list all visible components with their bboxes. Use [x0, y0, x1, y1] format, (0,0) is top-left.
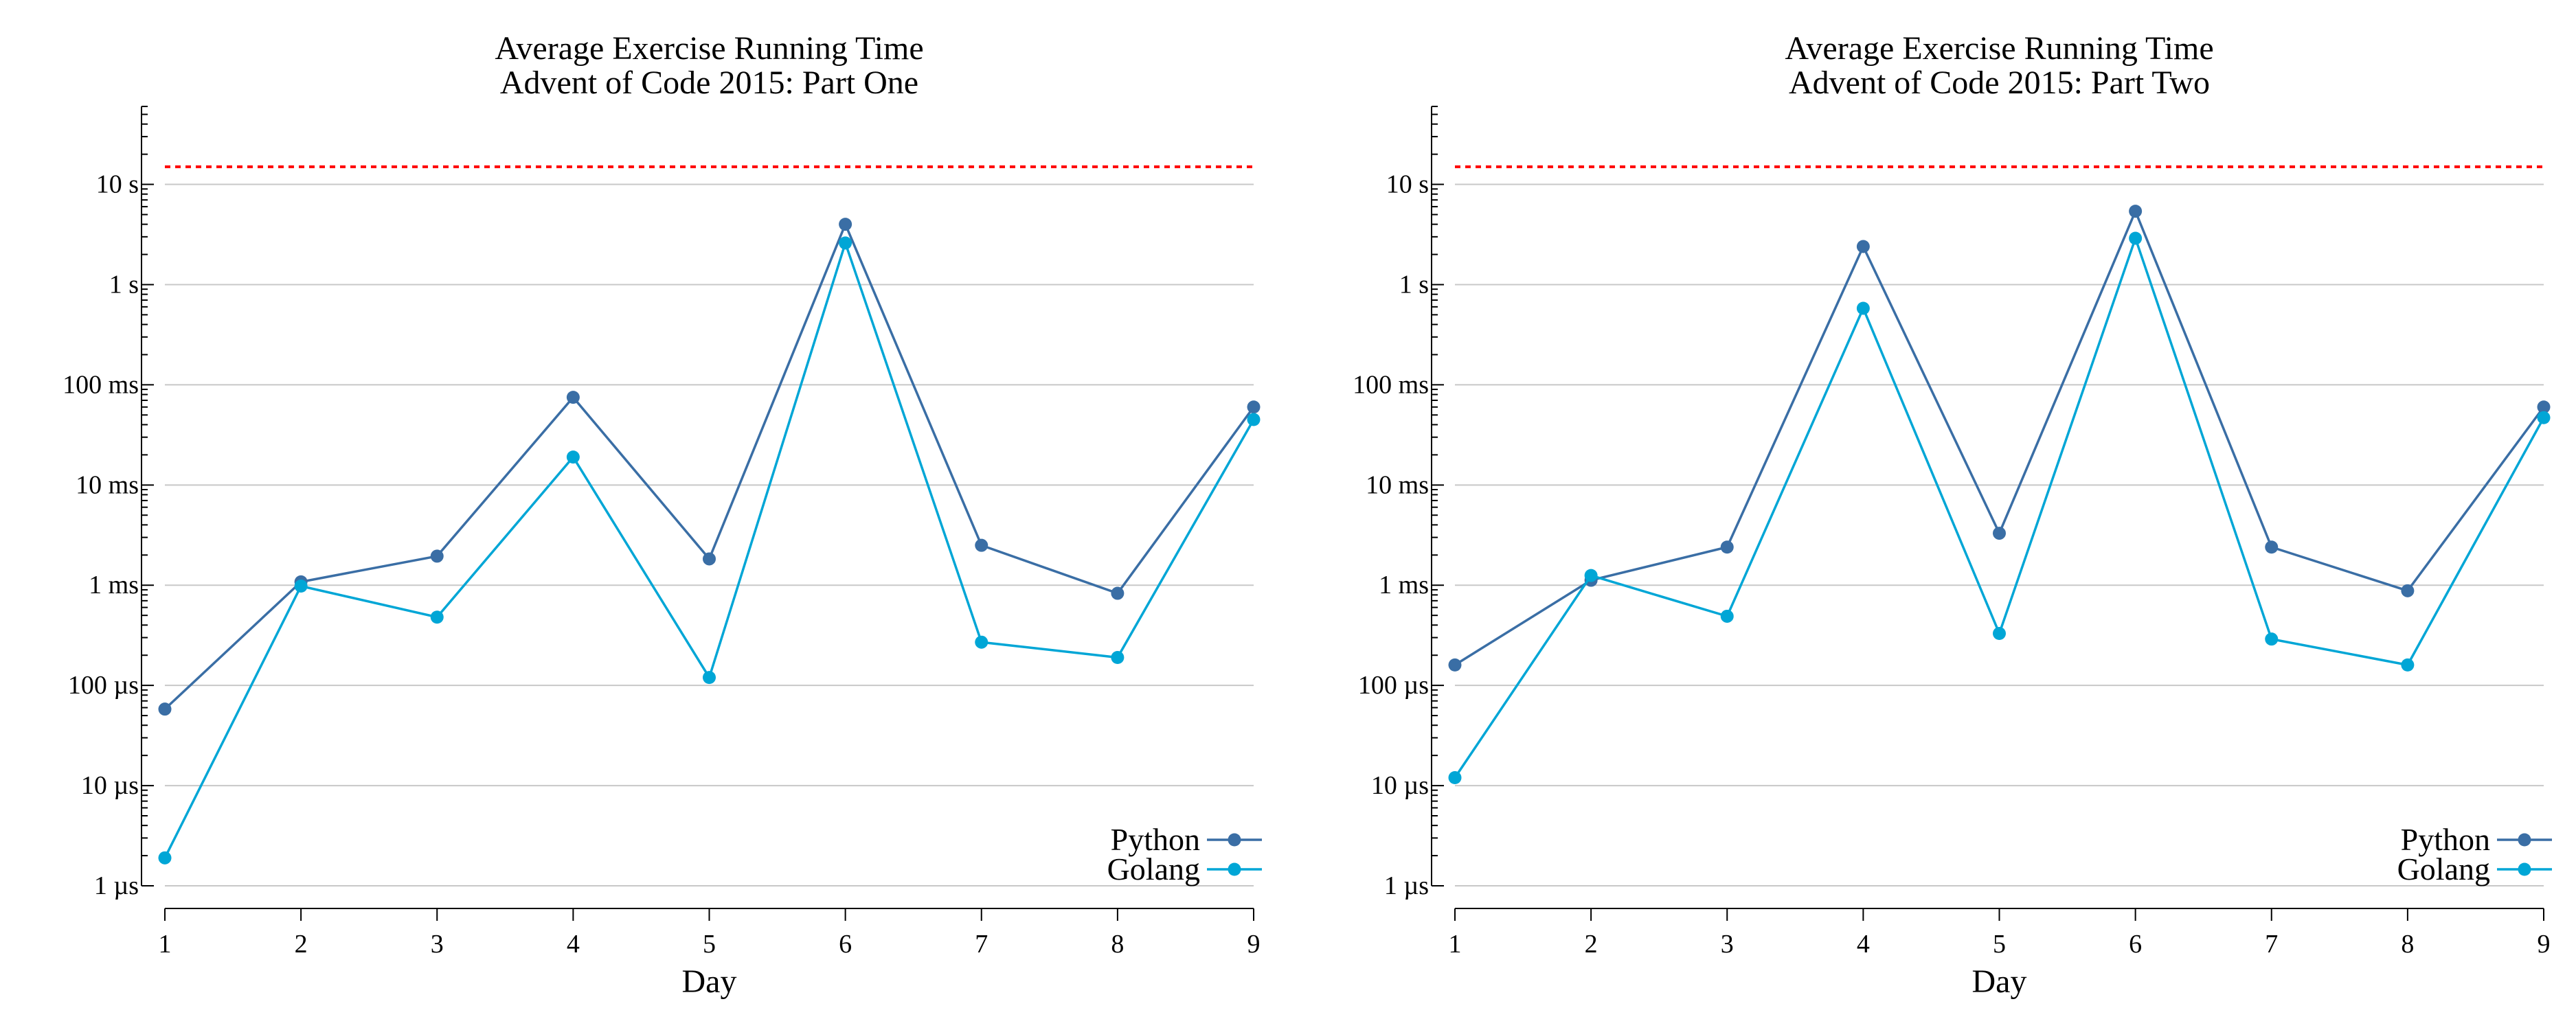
y-tick-label: 10 µs	[81, 771, 139, 800]
data-point-python	[975, 538, 988, 552]
y-tick-label: 1 ms	[1379, 571, 1429, 599]
data-point-golang	[2537, 411, 2551, 424]
y-tick-label: 1 s	[1399, 270, 1429, 299]
data-point-golang	[1584, 569, 1598, 582]
legend-label: Golang	[1107, 851, 1200, 886]
chart-title-line: Advent of Code 2015: Part One	[500, 65, 918, 101]
x-tick-label: 7	[975, 930, 988, 959]
x-tick-label: 1	[159, 930, 172, 959]
data-point-golang	[1448, 771, 1462, 785]
data-point-golang	[1247, 413, 1261, 426]
chart-title-line: Advent of Code 2015: Part Two	[1789, 65, 2210, 101]
chart-title-line: Average Exercise Running Time	[495, 30, 923, 67]
data-point-python	[2401, 584, 2415, 597]
y-tick-label: 10 µs	[1371, 771, 1429, 800]
data-point-golang	[2401, 658, 2415, 672]
x-tick-label: 2	[1585, 930, 1598, 959]
y-tick-label: 10 s	[1386, 170, 1429, 199]
data-point-golang	[839, 236, 852, 250]
data-point-golang	[2129, 231, 2143, 245]
x-tick-label: 1	[1449, 930, 1462, 959]
x-tick-label: 6	[839, 930, 852, 959]
data-point-golang	[1111, 650, 1125, 664]
legend-marker	[1228, 833, 1241, 847]
series-line-python	[163, 221, 1255, 710]
legend-marker	[2518, 862, 2531, 876]
data-point-golang	[1856, 301, 1870, 315]
x-tick-label: 9	[1247, 930, 1261, 959]
x-tick-label: 2	[295, 930, 308, 959]
series-line-golang	[163, 239, 1255, 859]
y-tick-label: 1 µs	[1384, 871, 1429, 900]
series-line-python	[1454, 208, 2545, 666]
y-tick-label: 1 µs	[94, 871, 139, 900]
data-point-golang	[158, 851, 172, 865]
data-point-python	[566, 391, 580, 404]
data-point-python	[1856, 240, 1870, 253]
data-point-golang	[294, 580, 308, 593]
legend-marker	[2518, 833, 2531, 847]
data-point-golang	[566, 450, 580, 464]
x-tick-label: 3	[1721, 930, 1734, 959]
x-tick-label: 5	[703, 930, 716, 959]
data-point-python	[703, 552, 716, 566]
data-point-python	[2265, 540, 2279, 554]
data-point-python	[2129, 205, 2143, 218]
data-point-python	[839, 218, 852, 231]
data-point-golang	[975, 635, 988, 649]
x-axis-label: Day	[682, 963, 737, 1000]
data-point-python	[430, 549, 444, 563]
y-tick-label: 10 s	[96, 170, 139, 199]
data-point-python	[1993, 527, 2006, 540]
data-point-python	[2537, 400, 2551, 414]
x-tick-label: 4	[567, 930, 580, 959]
data-point-python	[1111, 586, 1125, 600]
y-tick-label: 100 µs	[68, 671, 139, 700]
legend-label: Python	[2401, 822, 2490, 857]
legend-label: Golang	[2397, 851, 2490, 886]
data-point-python	[1720, 540, 1734, 554]
legend-marker	[1228, 862, 1241, 876]
data-point-golang	[430, 610, 444, 624]
series-line-golang	[1454, 234, 2545, 779]
data-point-python	[1247, 400, 1261, 414]
data-point-golang	[1993, 626, 2006, 640]
x-tick-label: 8	[2401, 930, 2414, 959]
x-tick-label: 3	[431, 930, 444, 959]
data-point-golang	[703, 671, 716, 685]
x-tick-label: 9	[2538, 930, 2551, 959]
x-tick-label: 8	[1111, 930, 1124, 959]
y-tick-label: 100 ms	[63, 370, 139, 399]
legend-label: Python	[1111, 822, 1200, 857]
y-tick-label: 100 ms	[1353, 370, 1429, 399]
data-point-golang	[1720, 609, 1734, 623]
y-tick-label: 100 µs	[1358, 671, 1429, 700]
y-tick-label: 1 s	[109, 270, 139, 299]
x-tick-label: 5	[1993, 930, 2006, 959]
x-axis-label: Day	[1972, 963, 2027, 1000]
data-point-golang	[2265, 632, 2279, 646]
chart-title-line: Average Exercise Running Time	[1785, 30, 2213, 67]
x-tick-label: 6	[2129, 930, 2142, 959]
y-tick-label: 10 ms	[1366, 470, 1429, 499]
data-point-python	[1448, 658, 1462, 672]
y-tick-label: 10 ms	[76, 470, 139, 499]
x-tick-label: 4	[1857, 930, 1870, 959]
y-tick-label: 1 ms	[89, 571, 139, 599]
x-tick-label: 7	[2265, 930, 2278, 959]
data-point-python	[158, 702, 172, 716]
